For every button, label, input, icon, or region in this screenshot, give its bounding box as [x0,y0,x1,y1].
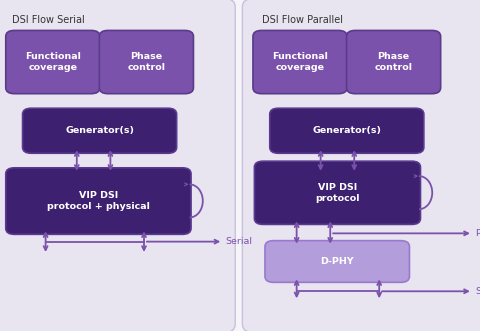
FancyBboxPatch shape [253,30,347,94]
FancyBboxPatch shape [242,0,480,331]
Text: VIP DSI
protocol: VIP DSI protocol [315,183,360,203]
Text: Functional
coverage: Functional coverage [25,52,81,72]
Text: DSI Flow Serial: DSI Flow Serial [12,15,85,25]
Text: Generator(s): Generator(s) [312,126,381,135]
Text: Functional
coverage: Functional coverage [272,52,328,72]
FancyBboxPatch shape [254,161,420,224]
Text: D-PHY: D-PHY [320,257,354,266]
FancyBboxPatch shape [0,0,235,331]
FancyBboxPatch shape [23,108,177,153]
Text: Phase
control: Phase control [374,52,413,72]
Text: Generator(s): Generator(s) [65,126,134,135]
Text: VIP DSI
protocol + physical: VIP DSI protocol + physical [47,191,150,211]
FancyBboxPatch shape [6,30,100,94]
Text: PPI: PPI [475,229,480,238]
FancyBboxPatch shape [270,108,424,153]
Text: Phase
control: Phase control [127,52,166,72]
FancyBboxPatch shape [6,168,191,234]
FancyBboxPatch shape [347,30,441,94]
Text: Serial: Serial [475,287,480,296]
Text: Serial: Serial [226,237,252,246]
FancyBboxPatch shape [265,241,409,282]
FancyBboxPatch shape [99,30,193,94]
Text: DSI Flow Parallel: DSI Flow Parallel [262,15,343,25]
